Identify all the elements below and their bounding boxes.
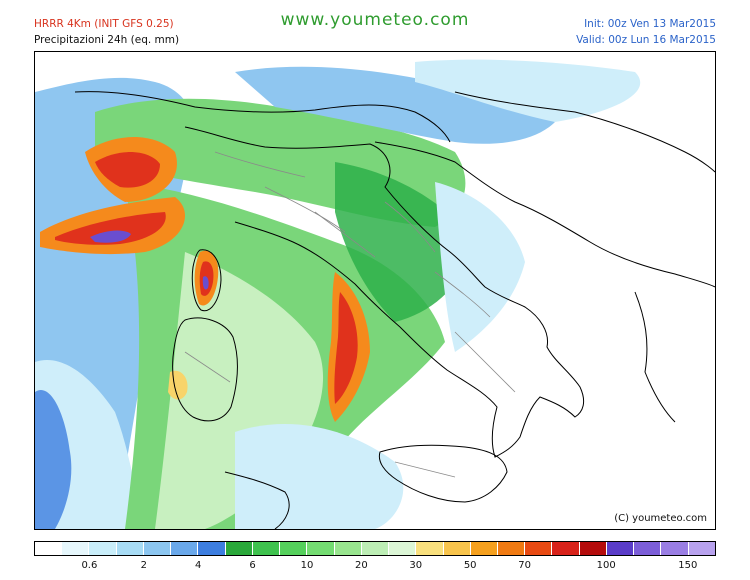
- site-url[interactable]: www.youmeteo.com: [280, 10, 470, 30]
- legend-swatch: [252, 542, 281, 555]
- legend-swatch: [89, 542, 117, 555]
- product-title: Precipitazioni 24h (eq. mm): [34, 34, 180, 46]
- precipitation-legend: [34, 541, 716, 556]
- sicily-coastline: [378, 444, 508, 503]
- legend-swatch: [334, 542, 362, 555]
- legend-tick-label: 50: [463, 560, 477, 571]
- valid-time: Valid: 00z Lun 16 Mar2015: [576, 34, 716, 46]
- precip-core-nw-red: [95, 152, 160, 188]
- precip-west-darkblue: [35, 390, 72, 529]
- legend-swatch: [579, 542, 607, 555]
- legend-swatch: [143, 542, 172, 555]
- legend-swatch: [225, 542, 253, 555]
- balkan-coastline: [374, 141, 715, 288]
- legend-swatch: [497, 542, 526, 555]
- balkan-border: [454, 91, 715, 173]
- legend-swatch: [171, 542, 199, 555]
- alps-border: [74, 91, 451, 143]
- legend-tick-label: 100: [596, 560, 616, 571]
- precip-south-lightblue: [235, 423, 404, 529]
- legend-swatch: [35, 542, 63, 555]
- legend-swatch: [116, 542, 144, 555]
- legend-swatch: [280, 542, 308, 555]
- legend-swatch: [307, 542, 335, 555]
- legend-tick-label: 6: [249, 560, 256, 571]
- legend-swatch: [552, 542, 580, 555]
- precip-adriatic-green: [335, 162, 475, 322]
- legend-tick-label: 2: [140, 560, 147, 571]
- precip-core-corsica-purple: [202, 276, 209, 290]
- legend-swatch: [606, 542, 635, 555]
- precip-core-ligurian-purple: [90, 230, 131, 243]
- precip-alps-blue: [235, 66, 555, 144]
- corsica-coastline: [191, 249, 222, 312]
- precipitation-map: (C) youmeteo.com: [34, 51, 716, 530]
- legend-labels: 0.6 2 4 6 10 20 30 50 70 100 150: [34, 560, 716, 574]
- sardinia-coastline: [172, 317, 238, 422]
- greece-coastline: [634, 291, 676, 423]
- legend-swatch: [361, 542, 390, 555]
- legend-swatch: [688, 542, 715, 555]
- legend-swatch: [661, 542, 689, 555]
- legend-swatch: [470, 542, 498, 555]
- legend-tick-label: 0.6: [81, 560, 98, 571]
- regional-borders: [184, 151, 516, 478]
- tunisia-coastline: [224, 471, 290, 529]
- map-canvas: [35, 52, 715, 529]
- legend-tick-label: 30: [409, 560, 423, 571]
- model-title: HRRR 4Km (INIT GFS 0.25): [34, 18, 174, 30]
- copyright-label: (C) youmeteo.com: [612, 513, 709, 524]
- legend-tick-label: 20: [355, 560, 368, 571]
- legend-tick-label: 4: [195, 560, 202, 571]
- legend-swatch: [416, 542, 444, 555]
- legend-swatch: [62, 542, 90, 555]
- precip-core-ligurian-red: [55, 212, 166, 245]
- legend-tick-label: 70: [518, 560, 531, 571]
- precip-core-tyrrhenian-red: [334, 292, 358, 404]
- legend-swatch: [525, 542, 553, 555]
- legend-swatch: [389, 542, 417, 555]
- italy-coastline: [184, 126, 585, 458]
- legend-swatch: [443, 542, 471, 555]
- legend-tick-label: 10: [300, 560, 314, 571]
- init-time: Init: 00z Ven 13 Mar2015: [584, 18, 716, 30]
- precip-adriatic-lightblue: [435, 182, 525, 352]
- precip-north-lightblue: [415, 59, 641, 122]
- legend-swatch: [634, 542, 662, 555]
- legend-tick-label: 150: [678, 560, 698, 571]
- legend-swatch: [198, 542, 226, 555]
